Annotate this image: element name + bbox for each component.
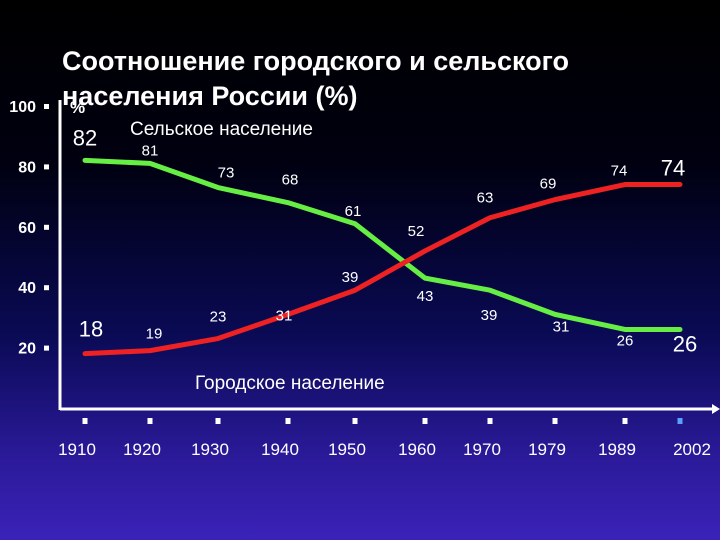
urban-value-label: 74 bbox=[661, 156, 685, 181]
y-tick-label: 40 bbox=[18, 280, 36, 297]
x-tick-mark bbox=[677, 418, 683, 424]
x-tick-label: 1960 bbox=[398, 440, 436, 459]
urban-value-label: 69 bbox=[540, 176, 557, 193]
value-labels: 82 81 73 68 61 43 39 31 26 26 18 19 23 31 39 52 63 69 74 74 bbox=[73, 125, 697, 356]
y-tick-label: 100 bbox=[9, 99, 36, 116]
series-names: Сельское население Городское население bbox=[130, 119, 385, 394]
x-tick-mark bbox=[622, 418, 628, 424]
y-tick-mark bbox=[44, 345, 49, 351]
x-tick-label: 2002 bbox=[673, 440, 711, 459]
chart-title: Соотношение городского и сельского насел… bbox=[62, 46, 570, 111]
y-tick-label: 80 bbox=[18, 159, 36, 176]
rural-value-label: 31 bbox=[553, 318, 570, 335]
rural-series-line bbox=[82, 157, 683, 332]
x-tick-mark bbox=[285, 418, 291, 424]
x-tick-label: 1950 bbox=[328, 440, 366, 459]
y-axis-unit: % bbox=[70, 98, 86, 117]
x-tick-label: 1910 bbox=[58, 440, 96, 459]
x-tick-label: 1989 bbox=[598, 440, 636, 459]
rural-value-label: 26 bbox=[617, 332, 634, 349]
urban-value-label: 18 bbox=[79, 317, 103, 342]
rural-value-label: 73 bbox=[218, 165, 235, 182]
rural-value-label: 68 bbox=[282, 172, 299, 189]
rural-value-label: 81 bbox=[142, 142, 159, 159]
rural-value-label: 26 bbox=[673, 331, 697, 356]
y-tick-label: 20 bbox=[18, 341, 36, 358]
x-tick-mark bbox=[82, 418, 88, 424]
y-tick-mark bbox=[44, 104, 49, 109]
rural-value-label: 82 bbox=[73, 125, 97, 150]
urban-series-line bbox=[82, 182, 683, 357]
x-tick-mark bbox=[147, 418, 153, 424]
y-tick-label: 60 bbox=[18, 220, 36, 237]
rural-value-label: 61 bbox=[345, 203, 362, 220]
y-tick-mark bbox=[44, 285, 49, 291]
x-tick-label: 1930 bbox=[191, 440, 229, 459]
chart-axes: 100 80 60 40 20 1910 1920 1930 1940 1950 1960 1970 1… bbox=[9, 99, 720, 459]
x-tick-label: 1970 bbox=[463, 440, 501, 459]
urban-value-label: 23 bbox=[210, 309, 227, 326]
rural-series-name: Сельское население bbox=[130, 119, 313, 140]
rural-value-label: 43 bbox=[417, 288, 434, 305]
x-tick-mark bbox=[215, 418, 221, 424]
urban-series-name: Городское население bbox=[195, 373, 385, 394]
x-axis-arrow bbox=[712, 404, 720, 414]
x-tick-mark bbox=[552, 418, 558, 424]
x-tick-mark bbox=[487, 418, 493, 424]
y-tick-mark bbox=[44, 164, 49, 170]
series-lines bbox=[82, 157, 683, 357]
urban-value-label: 52 bbox=[408, 223, 425, 240]
rural-value-label: 39 bbox=[481, 307, 498, 324]
urban-value-label: 19 bbox=[146, 326, 163, 343]
y-tick-mark bbox=[44, 224, 49, 230]
urban-value-label: 74 bbox=[611, 163, 628, 180]
x-tick-label: 1979 bbox=[528, 440, 566, 459]
x-tick-mark bbox=[422, 418, 428, 424]
urban-value-label: 63 bbox=[477, 190, 494, 207]
x-tick-label: 1940 bbox=[261, 440, 299, 459]
urban-value-label: 31 bbox=[276, 307, 293, 324]
x-tick-mark bbox=[352, 418, 358, 424]
urban-value-label: 39 bbox=[342, 269, 359, 286]
x-tick-label: 1920 bbox=[123, 440, 161, 459]
